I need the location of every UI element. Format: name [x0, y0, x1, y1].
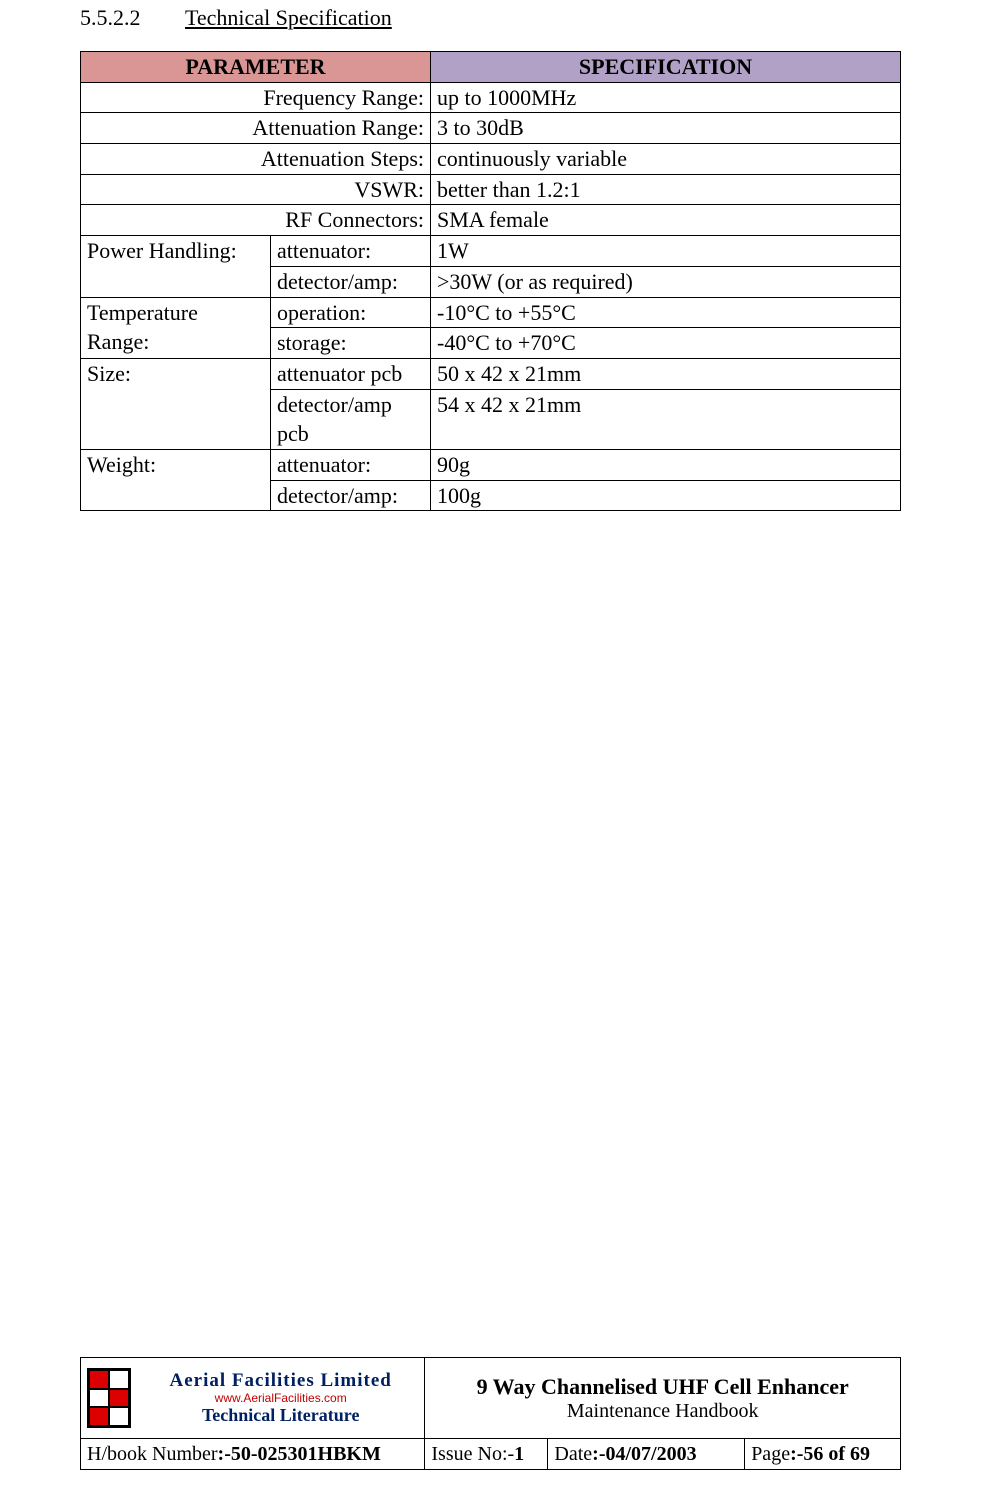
param-cell: Attenuation Range:: [81, 113, 431, 144]
logo-url: www.AerialFacilities.com: [137, 1392, 424, 1406]
logo-wrap: Aerial Facilities Limited www.AerialFaci…: [81, 1358, 424, 1438]
spec-cell: 90g: [431, 449, 901, 480]
sub-cell: storage:: [271, 328, 431, 359]
spec-cell: -40°C to +70°C: [431, 328, 901, 359]
section-heading: 5.5.2.2Technical Specification: [80, 0, 901, 31]
table-row: Attenuation Range: 3 to 30dB: [81, 113, 901, 144]
section-title: Technical Specification: [185, 5, 392, 30]
logo-text: Aerial Facilities Limited www.AerialFaci…: [137, 1370, 424, 1426]
table-row: Size: attenuator pcb 50 x 42 x 21mm: [81, 358, 901, 389]
date-cell: Date:-04/07/2003: [548, 1439, 745, 1470]
logo-division: Technical Literature: [137, 1405, 424, 1426]
issue-label: Issue No:-: [431, 1443, 514, 1465]
group-cell: Weight:: [81, 449, 271, 510]
document-title: 9 Way Channelised UHF Cell Enhancer: [431, 1374, 894, 1400]
table-row: VSWR: better than 1.2:1: [81, 174, 901, 205]
spec-cell: continuously variable: [431, 144, 901, 175]
group-cell: Temperature Range:: [81, 297, 271, 358]
sub-cell: operation:: [271, 297, 431, 328]
issue-value: 1: [514, 1443, 524, 1465]
sub-cell: detector/amp:: [271, 266, 431, 297]
param-cell: RF Connectors:: [81, 205, 431, 236]
page-cell: Page:-56 of 69: [745, 1439, 901, 1470]
logo-cell: Aerial Facilities Limited www.AerialFaci…: [81, 1358, 425, 1439]
header-parameter: PARAMETER: [81, 52, 431, 83]
sub-cell: attenuator:: [271, 236, 431, 267]
table-row: RF Connectors: SMA female: [81, 205, 901, 236]
title-cell: 9 Way Channelised UHF Cell Enhancer Main…: [425, 1358, 901, 1439]
spec-cell: 100g: [431, 480, 901, 511]
section-number: 5.5.2.2: [80, 5, 185, 31]
document-subtitle: Maintenance Handbook: [431, 1400, 894, 1423]
group-cell: Power Handling:: [81, 236, 271, 297]
table-row: Weight: attenuator: 90g: [81, 449, 901, 480]
footer-bottom-row: H/book Number:-50-025301HBKM Issue No:-1…: [81, 1439, 901, 1470]
spec-cell: 3 to 30dB: [431, 113, 901, 144]
page-footer: Aerial Facilities Limited www.AerialFaci…: [80, 1357, 901, 1470]
table-row: Frequency Range: up to 1000MHz: [81, 82, 901, 113]
page-value: :-56 of 69: [790, 1443, 870, 1465]
param-cell: Attenuation Steps:: [81, 144, 431, 175]
table-header-row: PARAMETER SPECIFICATION: [81, 52, 901, 83]
sub-cell: detector/amp pcb: [271, 389, 431, 449]
group-cell: Size:: [81, 358, 271, 449]
issue-cell: Issue No:-1: [425, 1439, 548, 1470]
date-value: :-04/07/2003: [592, 1443, 696, 1465]
logo-company: Aerial Facilities Limited: [137, 1370, 424, 1392]
spec-cell: better than 1.2:1: [431, 174, 901, 205]
param-cell: Frequency Range:: [81, 82, 431, 113]
spec-cell: 54 x 42 x 21mm: [431, 389, 901, 449]
spec-cell: SMA female: [431, 205, 901, 236]
footer-table: Aerial Facilities Limited www.AerialFaci…: [80, 1357, 901, 1470]
table-row: Attenuation Steps: continuously variable: [81, 144, 901, 175]
sub-cell: detector/amp:: [271, 480, 431, 511]
specification-table: PARAMETER SPECIFICATION Frequency Range:…: [80, 51, 901, 511]
hbook-cell: H/book Number:-50-025301HBKM: [81, 1439, 425, 1470]
header-specification: SPECIFICATION: [431, 52, 901, 83]
param-cell: VSWR:: [81, 174, 431, 205]
sub-cell: attenuator:: [271, 449, 431, 480]
spec-cell: 50 x 42 x 21mm: [431, 358, 901, 389]
spec-cell: -10°C to +55°C: [431, 297, 901, 328]
sub-cell: attenuator pcb: [271, 358, 431, 389]
page-label: Page: [751, 1443, 790, 1465]
footer-top-row: Aerial Facilities Limited www.AerialFaci…: [81, 1358, 901, 1439]
logo-icon: [87, 1368, 131, 1428]
spec-cell: up to 1000MHz: [431, 82, 901, 113]
spec-cell: >30W (or as required): [431, 266, 901, 297]
date-label: Date: [554, 1443, 592, 1465]
table-row: Power Handling: attenuator: 1W: [81, 236, 901, 267]
hbook-label: H/book Number: [87, 1443, 218, 1465]
table-row: Temperature Range: operation: -10°C to +…: [81, 297, 901, 328]
hbook-value: :-50-025301HBKM: [218, 1443, 381, 1465]
spec-cell: 1W: [431, 236, 901, 267]
